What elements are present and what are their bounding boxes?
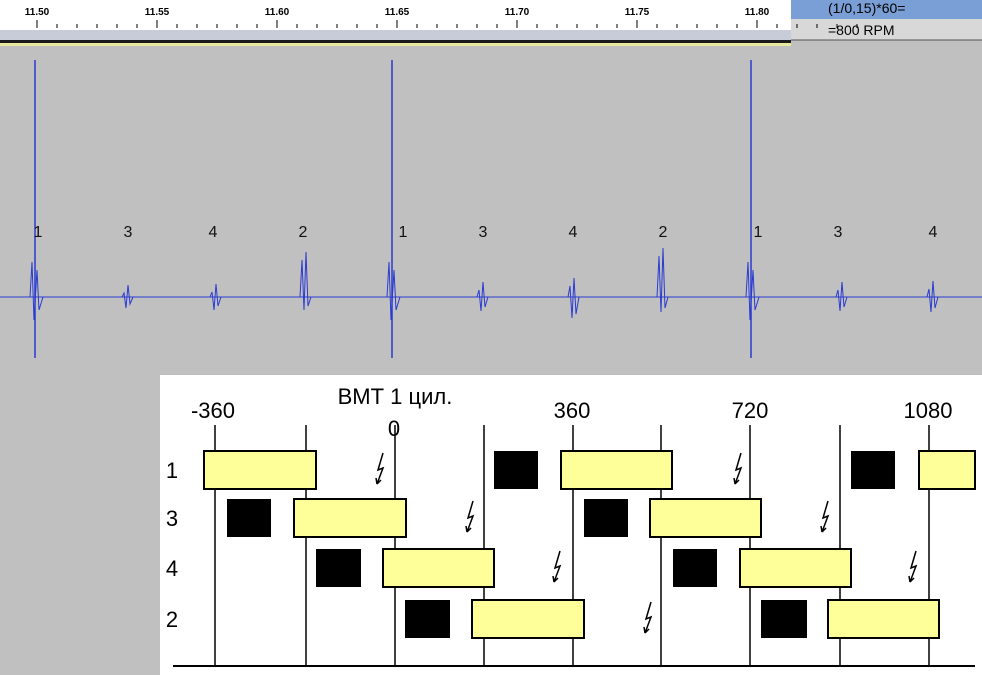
- burst: [386, 261, 401, 321]
- cylinder-label: 4: [209, 224, 218, 241]
- intake-block: [560, 450, 673, 490]
- burst: [567, 277, 580, 319]
- cylinder-label: 1: [754, 224, 763, 241]
- burst: [656, 247, 669, 313]
- cylinder-label: 1: [34, 224, 43, 241]
- burst: [209, 283, 222, 311]
- cylinder-label: 4: [569, 224, 578, 241]
- intake-block: [293, 498, 407, 538]
- burst: [299, 251, 312, 311]
- ruler-label: 11.80: [745, 7, 770, 18]
- row-label: 4: [166, 556, 178, 581]
- ruler: [0, 0, 791, 30]
- exhaust-block: [851, 451, 895, 489]
- degree-label: -360: [191, 398, 235, 423]
- burst: [745, 261, 760, 321]
- burst: [835, 281, 848, 312]
- intake-block: [649, 498, 762, 538]
- ruler-label: 11.75: [625, 7, 650, 18]
- ruler-strip: [0, 30, 791, 40]
- cylinder-label: 1: [399, 224, 408, 241]
- exhaust-block: [584, 499, 628, 537]
- intake-block: [382, 548, 495, 588]
- info-line: (1/0,15)*60=: [828, 0, 905, 16]
- ruler-label: 11.50: [25, 7, 50, 18]
- intake-block: [739, 548, 852, 588]
- cylinder-label: 3: [124, 224, 133, 241]
- spark: [733, 452, 743, 485]
- cylinder-label: 4: [929, 224, 938, 241]
- burst: [29, 261, 44, 321]
- exhaust-block: [405, 600, 450, 638]
- ruler-label: 11.70: [505, 7, 530, 18]
- exhaust-block: [673, 549, 717, 587]
- exhaust-block: [316, 549, 361, 587]
- exhaust-block: [227, 499, 271, 537]
- exhaust-block: [761, 600, 807, 638]
- exhaust-block: [494, 451, 538, 489]
- cylinder-label: 3: [479, 224, 488, 241]
- ruler-label: 11.55: [145, 7, 170, 18]
- degree-label: 0: [388, 416, 400, 441]
- spark: [375, 452, 385, 485]
- diagram-title: ВМТ 1 цил.: [338, 384, 453, 409]
- row-label: 1: [166, 458, 178, 483]
- info-box: [791, 19, 982, 40]
- intake-block: [471, 599, 585, 639]
- burst: [926, 280, 939, 313]
- info-line: =800 RPM: [828, 22, 895, 38]
- row-label: 3: [166, 506, 178, 531]
- degree-label: 720: [732, 398, 769, 423]
- info-highlight: [791, 0, 982, 19]
- ruler-label: 11.65: [385, 7, 410, 18]
- degree-label: 1080: [904, 398, 953, 423]
- cylinder-label: 2: [299, 224, 308, 241]
- ruler-bar-yellow: [0, 43, 791, 46]
- ruler-bar: [0, 40, 791, 43]
- ruler-label: 11.60: [265, 7, 290, 18]
- spark: [465, 500, 475, 533]
- spark: [908, 550, 918, 583]
- spark: [643, 601, 653, 634]
- row-label: 2: [166, 607, 178, 632]
- cylinder-label: 2: [659, 224, 668, 241]
- burst: [476, 281, 489, 312]
- burst: [121, 284, 134, 309]
- spark: [552, 550, 562, 583]
- intake-block: [203, 450, 317, 490]
- cylinder-label: 3: [834, 224, 843, 241]
- spark: [820, 500, 830, 533]
- intake-block: [827, 599, 940, 639]
- intake-block: [918, 450, 976, 490]
- degree-label: 360: [554, 398, 591, 423]
